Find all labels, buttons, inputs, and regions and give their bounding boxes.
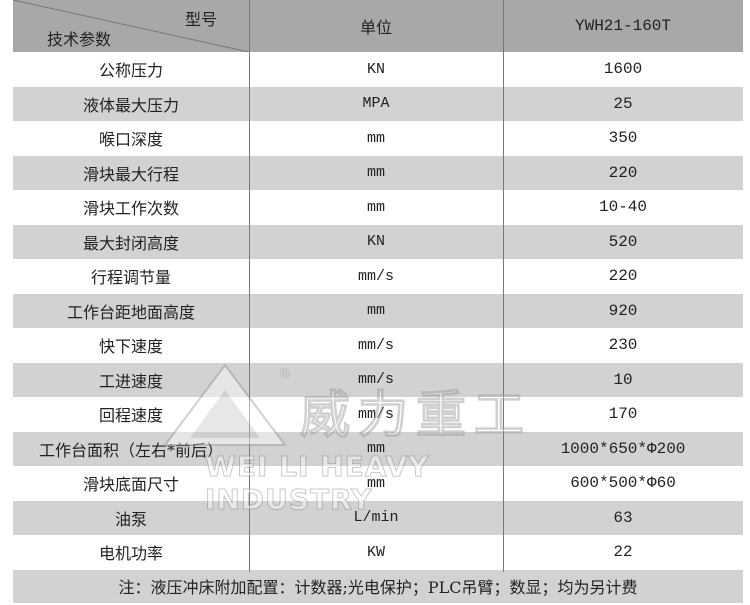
value-cell: 1000*650*Φ200: [560, 439, 686, 458]
param-cell: 回程速度: [98, 406, 163, 426]
unit-cell: KW: [366, 543, 385, 561]
param-cell: 滑块最大行程: [82, 164, 179, 184]
table-row: 油泵 L/min 63: [13, 500, 743, 535]
value-cell: 350: [608, 129, 638, 148]
param-cell: 行程调节量: [90, 268, 171, 288]
unit-cell: mm/s: [357, 267, 394, 285]
param-cell: 工作台距地面高度: [66, 302, 195, 322]
column-divider: [249, 0, 250, 572]
unit-cell: mm/s: [357, 371, 394, 389]
unit-cell: mm: [366, 302, 385, 320]
footnote: 注：液压冲床附加配置：计数器;光电保护；PLC吊臂；数显；均为另计费: [13, 569, 743, 603]
column-divider: [503, 0, 504, 572]
param-cell: 工作台面积（左右*前后）: [38, 440, 223, 460]
value-cell: 10: [613, 370, 633, 389]
param-cell: 液体最大压力: [82, 95, 179, 115]
table-row: 公称压力 KN 1600: [13, 52, 743, 87]
param-cell: 电机功率: [98, 544, 163, 564]
header-model-value: YWH21-160T: [574, 17, 671, 35]
table-row: 最大封闭高度 KN 520: [13, 224, 743, 259]
table-row: 行程调节量 mm/s 220: [13, 259, 743, 294]
value-cell: 1600: [603, 60, 643, 79]
unit-cell: KN: [366, 60, 385, 78]
value-cell: 10-40: [598, 198, 647, 217]
unit-cell: mm/s: [357, 336, 394, 354]
table-row: 喉口深度 mm 350: [13, 121, 743, 156]
param-cell: 喉口深度: [98, 130, 163, 150]
table-row: 电机功率 KW 22: [13, 535, 743, 570]
param-cell: 最大封闭高度: [82, 233, 179, 253]
header-unit: 单位: [359, 18, 392, 37]
value-cell: 520: [608, 232, 638, 251]
diagonal-divider: [13, 0, 249, 52]
table-row: 滑块工作次数 mm 10-40: [13, 190, 743, 225]
table-header: 型号 技术参数 单位 YWH21-160T: [13, 0, 743, 52]
param-cell: 工进速度: [98, 371, 163, 391]
value-cell: 63: [613, 508, 633, 527]
header-model-label: 型号: [185, 10, 218, 29]
table-row: 液体最大压力 MPA 25: [13, 86, 743, 121]
value-cell: 170: [608, 405, 638, 424]
header-param-label: 技术参数: [47, 30, 112, 49]
value-cell: 600*500*Φ60: [570, 474, 676, 493]
unit-cell: L/min: [353, 509, 399, 527]
param-cell: 滑块工作次数: [82, 199, 179, 219]
table-row: 快下速度 mm/s 230: [13, 328, 743, 363]
unit-cell: KN: [366, 233, 385, 251]
unit-cell: mm: [366, 164, 385, 182]
table-row: 滑块最大行程 mm 220: [13, 155, 743, 190]
spec-table: 型号 技术参数 单位 YWH21-160T 公称压力 KN 1600 液体最大压力 MP…: [13, 0, 743, 603]
unit-cell: mm: [366, 129, 385, 147]
param-cell: 快下速度: [98, 337, 163, 357]
param-cell: 油泵: [114, 509, 147, 529]
table-row: 工作台面积（左右*前后） mm 1000*650*Φ200: [13, 431, 743, 466]
header-diagonal-cell: 型号 技术参数: [13, 0, 249, 52]
unit-cell: mm/s: [357, 405, 394, 423]
value-cell: 25: [613, 94, 633, 113]
value-cell: 220: [608, 267, 638, 286]
value-cell: 230: [608, 336, 638, 355]
unit-cell: mm: [366, 474, 385, 492]
value-cell: 220: [608, 163, 638, 182]
table-row: 工进速度 mm/s 10: [13, 362, 743, 397]
table-row: 工作台距地面高度 mm 920: [13, 293, 743, 328]
param-cell: 滑块底面尺寸: [82, 475, 179, 495]
table-row: 回程速度 mm/s 170: [13, 397, 743, 432]
param-cell: 公称压力: [98, 61, 163, 81]
table-row: 滑块底面尺寸 mm 600*500*Φ60: [13, 466, 743, 501]
value-cell: 22: [613, 543, 633, 562]
unit-cell: mm: [366, 440, 385, 458]
unit-cell: mm: [366, 198, 385, 216]
unit-cell: MPA: [362, 95, 390, 113]
value-cell: 920: [608, 301, 638, 320]
